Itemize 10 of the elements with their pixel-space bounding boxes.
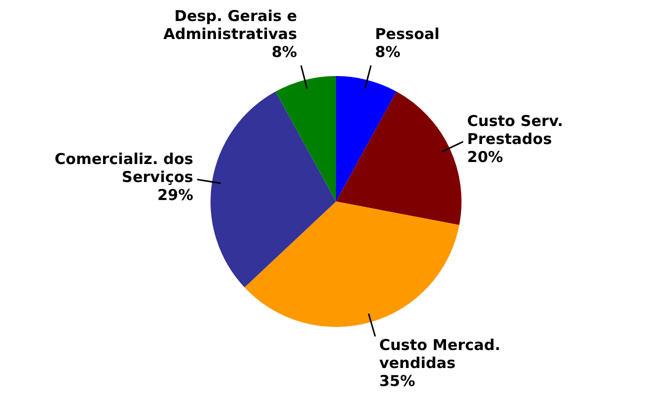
slice-label: Comercializ. dos Serviços [54, 150, 194, 186]
data-label: 29% [157, 186, 194, 204]
slice-label: Custo Mercad. vendidas [379, 336, 500, 372]
slice-label: Custo Serv. Prestados [467, 112, 564, 148]
data-label: 35% [379, 372, 416, 390]
data-label: 8% [374, 42, 400, 61]
data-label: 8% [272, 42, 298, 61]
slice-label: Desp. Gerais e Administrativas [163, 6, 298, 43]
slice-label: Pessoal [374, 24, 440, 43]
data-label: 20% [467, 148, 504, 166]
